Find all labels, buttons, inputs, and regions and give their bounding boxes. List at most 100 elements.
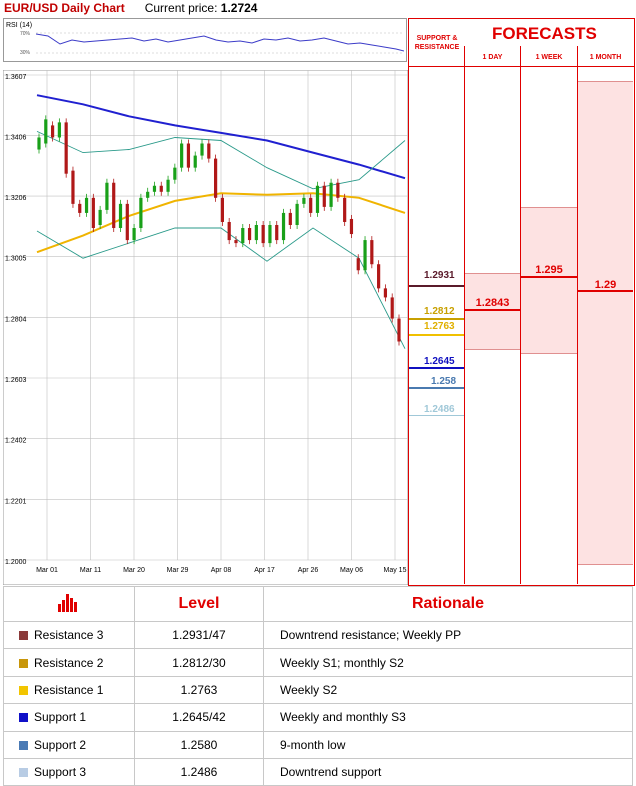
col-divider-3 — [577, 46, 578, 584]
table-row: Resistance 2 1.2812/30 Weekly S1; monthl… — [3, 648, 633, 677]
level-r2-line — [409, 318, 464, 320]
candle — [302, 197, 306, 204]
forecast-1day-value: 1.2843 — [475, 297, 510, 309]
row-rationale: Weekly and monthly S3 — [263, 703, 633, 732]
table-row: Resistance 1 1.2763 Weekly S2 — [3, 675, 633, 705]
series-line — [36, 227, 406, 349]
candle — [254, 224, 258, 241]
col-divider-2 — [520, 46, 521, 584]
candle — [139, 197, 143, 229]
candle — [146, 191, 150, 198]
candle — [91, 197, 95, 229]
candle — [370, 240, 374, 265]
price-label: Current price: — [144, 1, 218, 15]
level-s3-value: 1.2486 — [424, 404, 455, 415]
candle — [125, 203, 129, 241]
x-tick-label: Apr 08 — [211, 567, 232, 574]
level-swatch — [19, 768, 28, 778]
forecast-1month-line — [578, 290, 633, 292]
candle — [343, 197, 347, 222]
y-tick-label: 1.3607 — [5, 74, 27, 81]
candle — [118, 203, 123, 229]
table-header-icon-cell — [3, 586, 135, 622]
candle — [329, 182, 333, 207]
candle — [322, 185, 326, 207]
table-row: Support 3 1.2486 Downtrend support — [3, 757, 633, 786]
x-tick-label: Mar 20 — [123, 567, 145, 574]
level-s1-value: 1.2645 — [424, 356, 455, 367]
candle — [309, 197, 313, 213]
y-tick-label: 1.2402 — [5, 438, 27, 445]
candle — [166, 179, 170, 192]
y-tick-label: 1.3206 — [5, 195, 27, 202]
table-header-row: Level Rationale — [3, 586, 633, 622]
series-line — [36, 130, 406, 190]
candle — [186, 143, 191, 168]
levels-table: Level Rationale Resistance 3 1.2931/47 D… — [3, 586, 633, 786]
candle — [234, 240, 238, 244]
chart-title: EUR/USD Daily Chart — [4, 1, 125, 15]
candle — [356, 258, 360, 271]
row-level: 1.2580 — [134, 730, 264, 759]
candle — [220, 197, 224, 222]
header-divider — [408, 66, 634, 67]
table-row: Support 2 1.2580 9-month low — [3, 730, 633, 759]
price-value: 1.2724 — [220, 1, 258, 15]
row-rationale: Downtrend resistance; Weekly PP — [263, 620, 633, 650]
candle — [132, 228, 136, 241]
candle — [112, 182, 116, 229]
table-row: Support 1 1.2645/42 Weekly and monthly S… — [3, 703, 633, 732]
table-row: Resistance 3 1.2931/47 Downtrend resista… — [3, 620, 633, 650]
x-tick-label: Mar 11 — [80, 567, 101, 574]
candle — [180, 143, 184, 168]
forecasts-panel — [408, 18, 635, 586]
chart-header: EUR/USD Daily Chart Current price: 1.272… — [4, 1, 257, 15]
candle — [241, 228, 245, 244]
candle — [336, 182, 340, 198]
candle — [64, 122, 68, 174]
y-tick-label: 1.2603 — [5, 377, 27, 384]
candle — [207, 143, 211, 159]
y-tick-label: 1.3406 — [5, 135, 27, 142]
candle — [315, 185, 320, 213]
row-level: 1.2763 — [134, 675, 264, 705]
row-rationale: 9-month low — [263, 730, 633, 759]
row-name: Resistance 3 — [34, 628, 104, 643]
level-s1-line — [409, 367, 464, 369]
candle — [98, 209, 102, 225]
forecast-1month-value: 1.29 — [594, 279, 617, 291]
col-header-1month: 1 MONTH — [589, 54, 622, 61]
row-rationale: Weekly S2 — [263, 675, 633, 705]
forecast-1day-line — [465, 309, 520, 311]
level-s2-value: 1.258 — [431, 376, 457, 387]
candle — [227, 221, 231, 241]
candle — [193, 155, 197, 168]
candle — [105, 182, 109, 210]
level-s2-line — [409, 387, 464, 389]
candle — [377, 264, 381, 289]
level-r3-value: 1.2931 — [424, 270, 455, 281]
candle — [159, 185, 163, 192]
level-r1-line — [409, 334, 464, 336]
candle — [200, 143, 204, 156]
col-header-1day: 1 DAY — [482, 54, 503, 61]
table-header-rationale: Rationale — [263, 586, 633, 622]
rsi-label: RSI (14) — [6, 22, 33, 29]
row-name: Resistance 2 — [34, 655, 104, 670]
level-r3-line — [409, 285, 464, 287]
rsi-tick-70: 70% — [20, 31, 31, 37]
forecast-1week-line — [521, 276, 577, 278]
row-name: Resistance 1 — [34, 682, 104, 697]
candle — [295, 203, 299, 225]
rsi-panel — [3, 18, 407, 62]
y-tick-label: 1.3005 — [5, 256, 27, 263]
level-swatch — [19, 740, 28, 750]
x-tick-label: Apr 17 — [254, 567, 275, 574]
row-name: Support 1 — [34, 710, 87, 725]
candle — [281, 212, 286, 241]
candle — [84, 197, 89, 213]
series-line — [36, 94, 406, 180]
x-tick-label: Apr 26 — [298, 567, 319, 574]
candle — [44, 119, 48, 144]
price-chart: 1.3607 1.3406 1.3206 1.3005 1.2804 1.2603 1.24… — [3, 70, 408, 585]
